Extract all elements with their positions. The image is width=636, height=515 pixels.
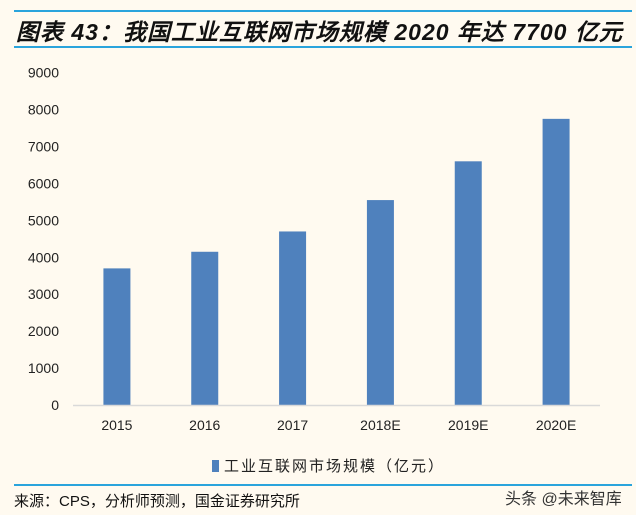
x-tick-label: 2019E	[448, 417, 488, 433]
watermark: 头条 @未来智库	[505, 491, 622, 508]
y-tick-label: 5000	[28, 212, 59, 228]
bar	[542, 118, 570, 405]
y-tick-label: 1000	[28, 360, 59, 376]
bar-chart: 0 1000 2000 3000 4000 5000 6000 7000 8000 9000 201…	[28, 65, 600, 433]
x-tick-label: 2016	[189, 417, 220, 433]
bar	[191, 251, 219, 405]
y-tick-label: 4000	[28, 249, 59, 265]
footer-rule	[14, 484, 632, 486]
bar	[454, 161, 482, 405]
x-tick-label: 2015	[101, 417, 132, 433]
y-tick-label: 6000	[28, 175, 59, 191]
y-tick-label: 9000	[28, 65, 59, 81]
bar	[366, 200, 394, 405]
x-tick-label: 2018E	[360, 417, 400, 433]
legend-label: 工业互联网市场规模（亿元）	[224, 458, 446, 475]
y-tick-label: 2000	[28, 323, 59, 339]
x-tick-label: 2020E	[536, 417, 576, 433]
bar	[279, 231, 307, 405]
source-note: 来源：CPS，分析师预测，国金证券研究所	[14, 493, 300, 510]
legend-swatch	[212, 459, 219, 472]
legend: 工业互联网市场规模（亿元）	[212, 455, 445, 476]
title-top-rule	[14, 10, 632, 12]
title-bottom-rule	[14, 46, 632, 48]
y-tick-label: 3000	[28, 286, 59, 302]
x-tick-label: 2017	[277, 417, 308, 433]
y-tick-label: 7000	[28, 139, 59, 155]
y-tick-label: 8000	[28, 102, 59, 118]
y-tick-label: 0	[51, 397, 59, 413]
chart-title: 图表 43：我国工业互联网市场规模 2020 年达 7700 亿元	[16, 19, 623, 45]
bar	[103, 268, 131, 405]
